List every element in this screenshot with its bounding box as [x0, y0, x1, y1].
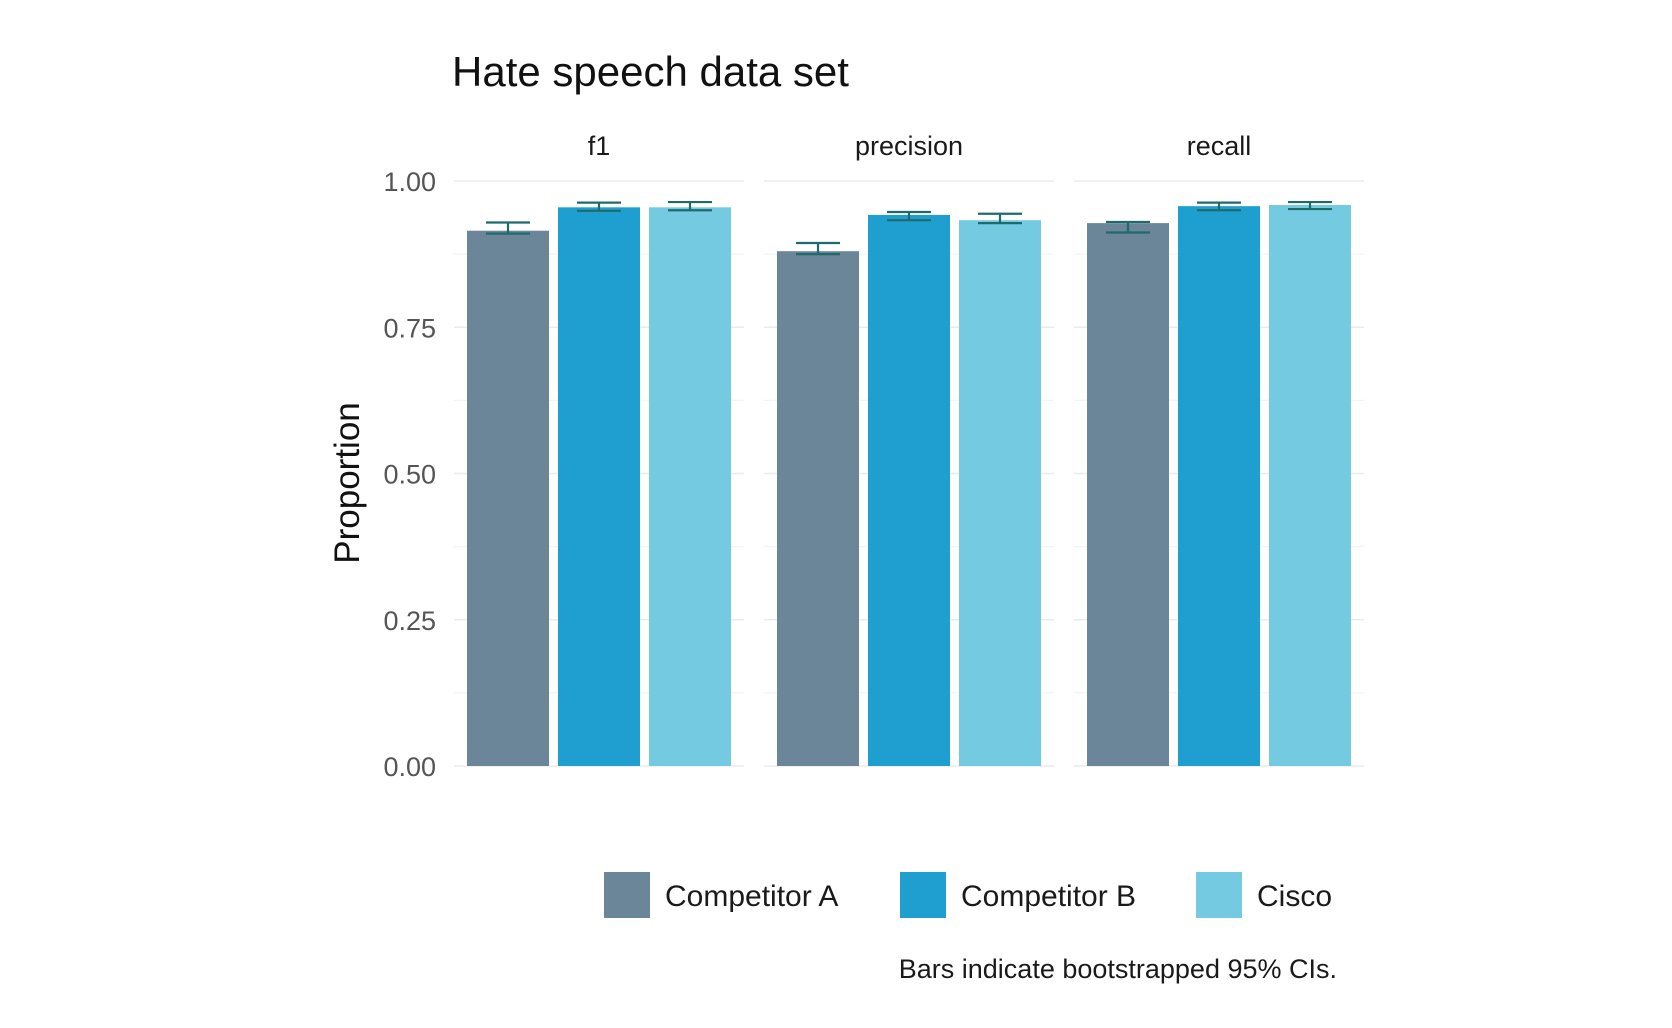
- legend-label: Competitor B: [961, 880, 1136, 913]
- legend-item-competitor-b: Competitor B: [900, 872, 1136, 918]
- legend-label: Cisco: [1257, 880, 1332, 913]
- bar-precision-competitor-a: [777, 251, 859, 766]
- legend-label: Competitor A: [665, 880, 838, 913]
- y-tick-label: 1.00: [383, 167, 436, 197]
- facet-label-recall: recall: [1187, 131, 1252, 161]
- bar-f1-cisco: [649, 207, 731, 766]
- error-bar-recall-competitor-a: [1106, 220, 1150, 234]
- y-tick-label: 0.25: [383, 606, 436, 636]
- bar-recall-cisco: [1269, 204, 1351, 767]
- legend: Competitor A Competitor B Cisco: [604, 872, 1332, 918]
- y-tick-label: 0.00: [383, 752, 436, 782]
- chart-caption: Bars indicate bootstrapped 95% CIs.: [899, 954, 1337, 984]
- legend-swatch: [900, 872, 946, 918]
- y-axis-label: Proportion: [328, 402, 367, 563]
- legend-item-competitor-a: Competitor A: [604, 872, 838, 918]
- facet-label-precision: precision: [855, 131, 963, 161]
- bar-f1-competitor-a: [467, 230, 549, 767]
- y-axis-ticks: 0.00 0.25 0.50 0.75 1.00: [383, 167, 436, 782]
- facet-label-f1: f1: [588, 131, 611, 161]
- bar-recall-competitor-a: [1087, 223, 1169, 766]
- y-tick-label: 0.75: [383, 313, 436, 343]
- error-bar-precision-competitor-a: [796, 241, 840, 256]
- legend-swatch: [604, 872, 650, 918]
- error-bar-recall-cisco: [1288, 200, 1332, 211]
- chart-title: Hate speech data set: [452, 48, 849, 95]
- error-bar-f1-competitor-a: [486, 221, 530, 235]
- bar-precision-cisco: [959, 220, 1041, 766]
- legend-swatch: [1196, 872, 1242, 918]
- legend-item-cisco: Cisco: [1196, 872, 1332, 918]
- bar-recall-competitor-b: [1178, 206, 1260, 766]
- error-bar-precision-competitor-b: [887, 210, 931, 222]
- error-bar-f1-cisco: [668, 200, 712, 212]
- bar-f1-competitor-b: [558, 207, 640, 766]
- error-bar-precision-cisco: [978, 212, 1022, 225]
- error-bars: [486, 200, 1332, 256]
- bar-precision-competitor-b: [868, 214, 950, 766]
- facet-strip-labels: f1 precision recall: [588, 131, 1252, 161]
- error-bar-f1-competitor-b: [577, 201, 621, 212]
- bars: [467, 204, 1351, 767]
- y-tick-label: 0.50: [383, 460, 436, 490]
- error-bar-recall-competitor-b: [1197, 201, 1241, 212]
